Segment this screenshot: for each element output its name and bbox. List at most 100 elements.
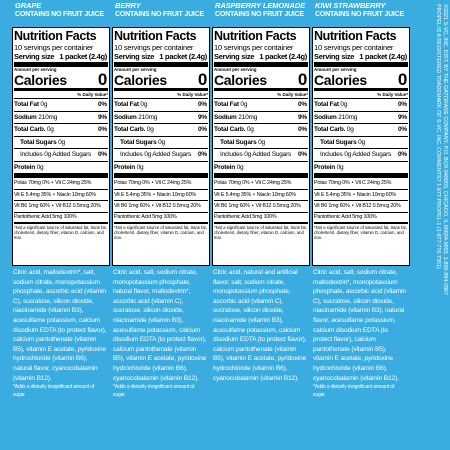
serving-size: Serving size 1 packet (2.4g)	[314, 52, 408, 67]
nutrient-row: Includes 0g Added Sugars 0%	[214, 149, 308, 162]
nutrient-name: Includes 0g Added Sugars	[220, 151, 292, 158]
nutrient-amount: 0g	[158, 138, 165, 146]
vitamin-row: Potas 70mg 0% Vit C 24mg 25%	[314, 178, 408, 190]
calories: Calories 0	[214, 73, 308, 91]
calories-value: 0	[397, 73, 407, 89]
dv-header: % Daily Value*	[214, 91, 308, 99]
vitamin: Vit B12 0.5mcg 20%	[255, 203, 301, 209]
ingredients: Citric acid, salt, sodium citrate, malto…	[313, 268, 407, 399]
serving-value: 1 packet (2.4g)	[159, 52, 207, 61]
nutrient-amount: 210mg	[38, 113, 58, 121]
nutrient-amount: 0g	[346, 126, 354, 133]
nutrient-name: Sodium	[214, 113, 237, 121]
nutrient-name: Total Fat	[114, 101, 139, 108]
vitamin: Vit E 5.4mg 35%	[114, 191, 152, 198]
nutrient-row: Total Carb. 0g 0%	[314, 124, 408, 137]
separator	[150, 203, 156, 209]
vitamin-row: Vit E 5.4mg 35% Niacin 10mg 60%	[14, 190, 108, 201]
amount-label: Amount per serving	[14, 67, 57, 72]
nutrient-name: Total Carb.	[214, 126, 246, 133]
serving-label: Serving size	[214, 52, 255, 61]
facts-title: Nutrition Facts	[314, 29, 397, 43]
nutrient-dv: 0%	[198, 151, 207, 158]
nutrient-name: Total Carb.	[14, 126, 46, 133]
vitamin: Niacin 10mg 60%	[356, 191, 396, 198]
nutrient-row: Total Carb. 0g 0%	[114, 124, 208, 137]
separator	[50, 203, 56, 209]
vitamin: Vit E 5.4mg 35%	[14, 191, 52, 198]
nutrient-amount: 0g	[236, 163, 244, 171]
nutrient-name: Sodium	[14, 113, 37, 121]
vitamin: Vit C 24mg 25%	[355, 180, 392, 186]
nutrition-facts: Nutrition Facts 10 servings per container…	[12, 27, 110, 266]
serving-label: Serving size	[14, 52, 55, 61]
ingredients-text: Citric acid, salt, sodium citrate, malto…	[313, 269, 406, 382]
serving-size: Serving size 1 packet (2.4g)	[114, 52, 208, 67]
nutrient-dv: 0%	[298, 126, 307, 133]
sugar-note: *Adds a dietarily insignificant amount o…	[113, 384, 195, 399]
servings: 10 servings per container	[114, 43, 194, 52]
nutrient-name: Protein	[214, 163, 235, 171]
flavor-panel: KIWI STRAWBERRY CONTAINS NO FRUIT JUICE Nu…	[312, 0, 410, 450]
separator	[49, 180, 55, 186]
serving-value: 1 packet (2.4g)	[59, 52, 107, 61]
nutrient-dv: 0%	[398, 151, 407, 158]
separator	[351, 192, 357, 198]
nutrient-row: Protein 0g	[314, 162, 408, 178]
nutrient-amount: 0g	[140, 101, 148, 108]
vitamin-row: Potas 70mg 0% Vit C 24mg 25%	[14, 178, 108, 190]
nutrient-row: Total Sugars 0g	[14, 137, 108, 149]
vitamin-row: Vit B6 1mg 60% Vit B12 0.5mcg 20%	[314, 201, 408, 213]
footnote: *Not a significant source of saturated f…	[314, 224, 407, 240]
nutrient-dv: 9%	[298, 113, 307, 121]
serving-label: Serving size	[114, 52, 155, 61]
amount-label: Amount per serving	[214, 67, 257, 72]
serving-value: 1 packet (2.4g)	[259, 52, 307, 61]
sugar-note: *Adds a dietarily insignificant amount o…	[313, 384, 395, 399]
separator	[151, 192, 157, 198]
calories-label: Calories	[214, 73, 267, 88]
nutrient-name: Sodium	[114, 113, 137, 121]
nutrient-row: Total Fat 0g 0%	[114, 99, 208, 112]
nutrient-row: Total Sugars 0g	[114, 137, 208, 149]
nutrient-row: Total Fat 0g 0%	[314, 99, 408, 112]
nutrient-amount: 0g	[358, 138, 365, 146]
nutrient-dv: 0%	[98, 101, 107, 108]
calories: Calories 0	[14, 73, 108, 91]
pantothenic: Pantothenic Acid 5mg 100%	[114, 213, 208, 224]
nutrient-row: Protein 0g	[14, 162, 108, 178]
separator	[350, 203, 356, 209]
calories: Calories 0	[114, 73, 208, 91]
nutrient-name: Total Carb.	[314, 126, 346, 133]
nutrient-dv: 0%	[198, 126, 207, 133]
nutrient-row: Total Fat 0g 0%	[14, 99, 108, 112]
nutrient-row: Total Carb. 0g 0%	[214, 124, 308, 137]
sugar-note: *Adds a dietarily insignificant amount o…	[13, 384, 95, 399]
ingredients-text: Citric acid, salt, sodium citrate, monop…	[113, 269, 207, 382]
amount-label: Amount per serving	[114, 67, 157, 72]
vitamin: Vit B6 1mg 60%	[14, 203, 50, 209]
nutrient-amount: 0g	[58, 138, 65, 146]
ingredients: Citric acid, salt, sodium citrate, monop…	[113, 268, 207, 399]
servings: 10 servings per container	[314, 43, 394, 52]
calories-value: 0	[297, 73, 307, 89]
vitamin-row: Vit E 5.4mg 35% Niacin 10mg 60%	[114, 190, 208, 201]
nutrient-name: Total Sugars	[320, 138, 357, 146]
vitamin-row: Potas 70mg 0% Vit C 24mg 25%	[114, 178, 208, 190]
servings: 10 servings per container	[14, 43, 94, 52]
nutrient-dv: 0%	[398, 126, 407, 133]
nutrient-amount: 210mg	[238, 113, 258, 121]
nutrient-amount: 210mg	[138, 113, 158, 121]
dv-header: % Daily Value*	[314, 91, 408, 99]
nutrient-row: Includes 0g Added Sugars 0%	[314, 149, 408, 162]
nutrient-name: Includes 0g Added Sugars	[120, 151, 192, 158]
calories-label: Calories	[314, 73, 367, 88]
vitamin: Niacin 10mg 60%	[256, 191, 296, 198]
flavor-name: KIWI STRAWBERRY	[315, 1, 386, 10]
nutrient-dv: 0%	[298, 101, 307, 108]
nutrient-name: Total Sugars	[120, 138, 157, 146]
facts-title: Nutrition Facts	[114, 29, 197, 43]
nutrient-amount: 0g	[146, 126, 154, 133]
nutrient-dv: 9%	[98, 113, 107, 121]
facts-title: Nutrition Facts	[214, 29, 297, 43]
